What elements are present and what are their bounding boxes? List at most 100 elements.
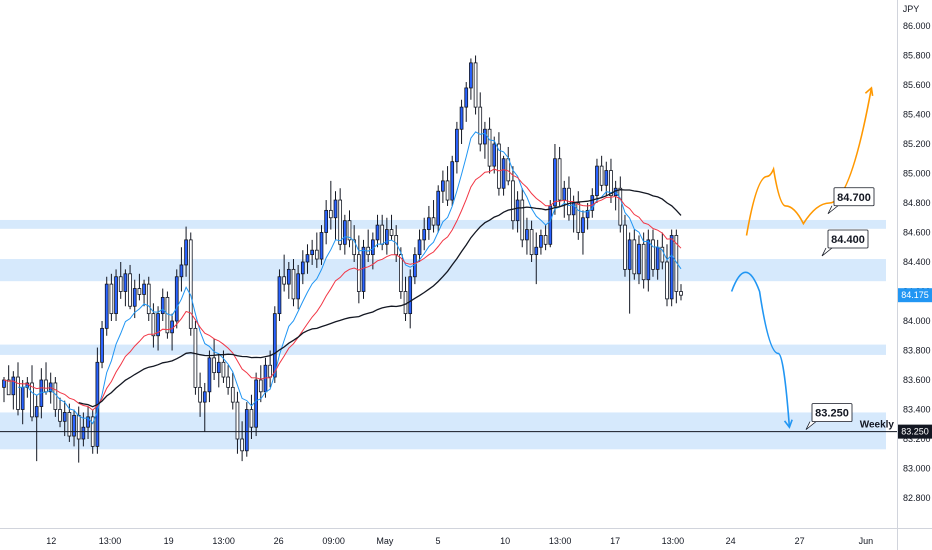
y-axis[interactable]: JPY 86.000 85.800 85.600 85.400 85.200 85.000… [897,0,932,550]
candle-body [599,165,604,186]
candle [86,406,90,439]
projection-arrowhead [864,86,874,96]
candle-body [123,273,128,292]
candle-body [235,401,240,440]
candle [450,155,455,206]
candle [590,188,595,218]
candles-layer [2,55,683,463]
candle [244,402,249,457]
candle-body [604,170,609,186]
candle [230,372,235,410]
candle [44,362,48,395]
x-axis[interactable]: 12 13:00 19 13:00 26 09:00 May 5 10 13:00 17 13:00 2… [0,528,932,547]
callout-pointer [805,421,817,430]
candle-body [665,261,669,300]
candle [328,180,333,230]
candle [553,144,557,215]
y-tick-label: 84.600 [903,228,931,238]
x-tick-label: 13:00 [662,536,685,546]
candle [567,176,571,221]
slow-moving-average [78,189,682,408]
projection-layer [730,86,874,429]
candle-body [286,268,291,285]
y-tick-label: 85.200 [903,139,931,149]
candle-body [198,386,202,403]
candle-body [67,412,72,437]
callout-pointer [827,205,839,215]
candle-body [632,239,637,275]
candle [562,180,567,218]
candle [483,121,487,159]
candle [319,225,324,265]
candle-body [660,246,665,263]
candle-body [137,288,142,295]
candle [128,264,132,310]
candle [637,235,641,285]
candle [118,262,123,299]
candle [441,170,445,203]
candle-body [76,414,81,440]
candle-body [300,261,305,275]
projection-path [730,271,791,428]
candle-body [646,239,651,281]
candle-body [142,283,146,295]
candle [137,273,142,301]
candle-body [179,264,184,278]
candle-body [221,361,226,378]
candle-body [104,283,109,329]
candle-body [249,409,254,428]
candle-body [515,199,520,222]
candle [286,262,291,299]
candle-body [679,291,683,296]
candle-body [385,229,389,245]
candle [282,254,286,292]
candle-body [576,202,581,233]
candle-body [590,195,595,211]
candle-body [539,235,543,248]
candle [361,239,366,299]
candle [436,185,441,233]
candle-body [305,254,310,263]
candle [548,200,553,248]
candle-body [212,357,216,374]
candle-body [436,190,441,226]
candle [525,217,529,255]
candle-body [240,438,244,452]
candle-body [459,106,464,130]
candle-body [347,220,352,241]
y-tick-label: 83.000 [903,464,931,474]
y-tick-label: 84.800 [903,198,931,208]
candle [534,232,539,285]
candle [221,350,226,383]
candle [389,214,394,240]
candle-body [314,249,319,260]
x-tick-label: 24 [726,536,736,546]
candle [473,55,478,115]
candle [104,276,109,336]
x-tick-label: 19 [164,536,174,546]
candle [665,244,669,307]
candle-body [151,313,156,337]
projection-path [745,87,873,236]
price-callout: 84.400 [821,229,869,257]
candle [216,353,221,388]
candle [226,365,230,395]
candle-body [146,283,151,315]
candle [459,99,464,144]
x-tick-label: 13:00 [99,536,122,546]
candle [6,365,11,396]
candle [240,421,244,462]
x-tick-label: 26 [274,536,284,546]
candle [431,200,436,233]
y-tick-label: 83.400 [903,405,931,415]
candle [609,158,613,203]
candle-body [100,327,104,363]
candle [511,166,515,230]
candle-body [114,276,118,315]
y-tick-label: 85.800 [903,51,931,61]
candle-body [282,276,286,285]
y-tick-label: 85.000 [903,169,931,179]
candle [478,92,483,152]
zones-layer [0,219,886,450]
